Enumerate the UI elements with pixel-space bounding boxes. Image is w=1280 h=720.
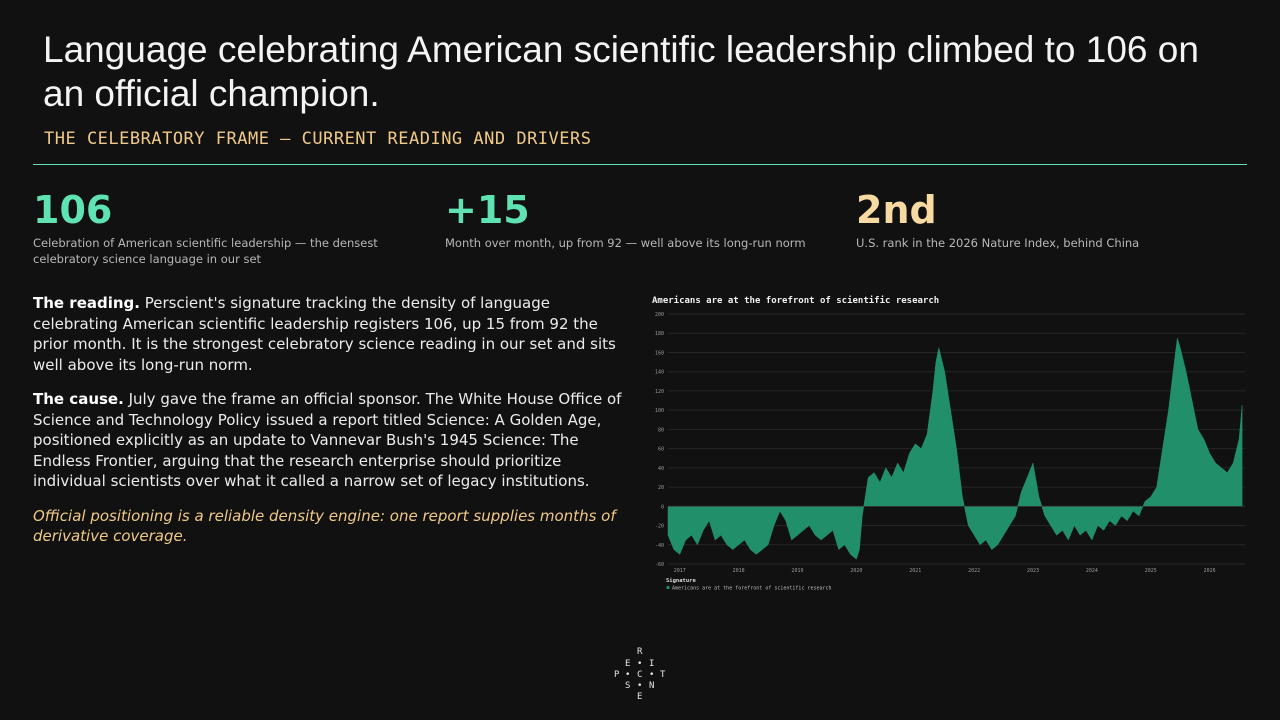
- x-tick-label: 2018: [733, 568, 745, 574]
- x-tick-label: 2026: [1204, 568, 1216, 574]
- stat-value: 2nd: [856, 188, 937, 232]
- x-tick-label: 2020: [850, 568, 862, 574]
- stat-description: Celebration of American scientific leade…: [33, 236, 378, 266]
- paragraph-cause: The cause. July gave the frame an offici…: [33, 389, 633, 492]
- stat-card-change: +15 Month over month, up from 92 — well …: [445, 188, 825, 251]
- signature-chart: Americans are at the forefront of scient…: [652, 295, 1245, 592]
- text-cause: July gave the frame an official sponsor.…: [33, 390, 622, 490]
- logo-letter: E: [625, 659, 631, 669]
- narrative: The reading. Perscient's signature track…: [33, 293, 633, 561]
- logo-letter: C: [637, 670, 643, 680]
- y-tick-label: 40: [658, 466, 664, 472]
- y-tick-label: 80: [658, 427, 664, 433]
- y-tick-label: -20: [655, 524, 664, 530]
- y-tick-label: -40: [655, 543, 664, 549]
- lead-reading: The reading.: [33, 294, 140, 312]
- logo-dot: •: [637, 681, 643, 691]
- series-area: [667, 337, 1243, 560]
- stat-value: 106: [33, 188, 113, 232]
- stat-card-reading: 106 Celebration of American scientific l…: [33, 188, 413, 267]
- legend-title: Signature: [666, 578, 696, 584]
- x-tick-label: 2021: [909, 568, 921, 574]
- logo-letter: S: [625, 681, 631, 691]
- page-subtitle: THE CELEBRATORY FRAME — CURRENT READING …: [44, 129, 592, 149]
- logo-letter: T: [660, 670, 666, 680]
- lead-cause: The cause.: [33, 390, 124, 408]
- chart-title: Americans are at the forefront of scient…: [652, 295, 939, 306]
- logo-letter: P: [614, 670, 620, 680]
- legend-entry: Americans are at the forefront of scient…: [672, 586, 832, 592]
- perscient-logo: R E • I P • C • T S • N E: [612, 647, 668, 703]
- y-tick-label: 60: [658, 447, 664, 453]
- y-tick-label: 140: [655, 370, 664, 376]
- x-tick-label: 2025: [1145, 568, 1157, 574]
- stat-description: U.S. rank in the 2026 Nature Index, behi…: [856, 236, 1140, 250]
- y-tick-label: 0: [661, 504, 664, 510]
- y-tick-label: 180: [655, 331, 664, 337]
- page-title: Language celebrating American scientific…: [43, 29, 1199, 114]
- y-tick-label: -60: [655, 562, 664, 568]
- x-tick-label: 2023: [1027, 568, 1039, 574]
- logo-letter: E: [637, 692, 643, 702]
- x-tick-label: 2024: [1086, 568, 1098, 574]
- stat-card-rank: 2nd U.S. rank in the 2026 Nature Index, …: [856, 188, 1236, 251]
- x-tick-label: 2022: [968, 568, 980, 574]
- paragraph-reading: The reading. Perscient's signature track…: [33, 293, 633, 375]
- stat-description: Month over month, up from 92 — well abov…: [445, 236, 806, 250]
- logo-letter: R: [637, 647, 643, 657]
- y-tick-label: 120: [655, 389, 664, 395]
- logo-letter: N: [649, 681, 655, 691]
- y-tick-label: 200: [655, 312, 664, 318]
- logo-dot: •: [649, 670, 655, 680]
- logo-dot: •: [637, 659, 643, 669]
- header-divider: [33, 164, 1247, 165]
- stat-value: +15: [445, 188, 530, 232]
- y-tick-label: 20: [658, 485, 664, 491]
- text-reading: Perscient's signature tracking the densi…: [33, 294, 616, 374]
- kicker-text: Official positioning is a reliable densi…: [33, 506, 616, 546]
- x-tick-label: 2019: [792, 568, 804, 574]
- logo-letter: I: [649, 659, 655, 669]
- logo-dot: •: [625, 670, 631, 680]
- x-tick-label: 2017: [674, 568, 686, 574]
- y-tick-label: 160: [655, 350, 664, 356]
- y-tick-label: 100: [655, 408, 664, 414]
- legend-swatch: [666, 585, 670, 590]
